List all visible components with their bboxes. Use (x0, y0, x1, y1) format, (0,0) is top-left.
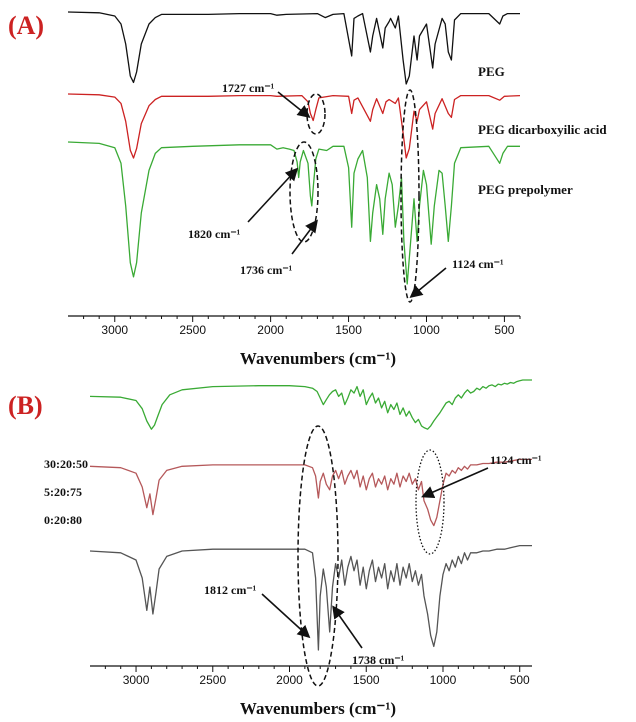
arrow-1124 (409, 267, 447, 299)
x-tick-label-a-500: 500 (494, 323, 514, 337)
x-tick-label-b-3000: 3000 (123, 673, 150, 687)
spectrum-a-2 (67, 93, 521, 159)
x-tick-label-a-2000: 2000 (257, 323, 284, 337)
legend-30-20-50: 30:20:50 (44, 457, 88, 471)
panel-a-x-axis: 3000 2500 2000 1500 1000 500 (68, 315, 521, 337)
arrow-1820 (247, 167, 299, 223)
panel-a-x-label: Wavenumbers (cm⁻¹) (240, 349, 396, 368)
spectrum-a-3 (67, 141, 520, 285)
annotation-1738: 1738 cm⁻¹ (352, 653, 405, 667)
panel-a-label: (A) (8, 11, 44, 40)
spectrum-b-2 (89, 458, 532, 527)
panel-b: (B) 3000 2500 2000 1500 1000 500 30:20:50 5:2… (8, 379, 542, 718)
ellipse-1124-b (415, 449, 445, 555)
ellipse-1124 (400, 89, 420, 303)
x-tick-label-b-2000: 2000 (276, 673, 303, 687)
x-tick-label-b-500: 500 (510, 673, 530, 687)
panel-b-series (89, 379, 532, 651)
arrow-1812 (261, 593, 311, 639)
ellipse-1727 (306, 93, 326, 135)
x-tick-label-b-1500: 1500 (353, 673, 380, 687)
arrow-1727 (277, 91, 311, 118)
panel-a-series (67, 11, 521, 285)
annotation-1124-a: 1124 cm⁻¹ (452, 257, 504, 271)
arrow-1124-b (421, 467, 489, 499)
annotation-1736: 1736 cm⁻¹ (240, 263, 293, 277)
spectrum-b-3 (89, 544, 532, 651)
x-tick-label-a-1000: 1000 (413, 323, 440, 337)
ellipse-1820-1736 (289, 141, 319, 243)
x-tick-label-a-3000: 3000 (101, 323, 128, 337)
panel-b-x-axis: 3000 2500 2000 1500 1000 500 (90, 665, 532, 687)
annotation-1124-b: 1124 cm⁻¹ (490, 453, 542, 467)
legend-0-20-80: 0:20:80 (44, 513, 82, 527)
legend-peg-dicarboxylic-acid: PEG dicarboxyilic acid (478, 122, 607, 137)
legend-5-20-75: 5:20:75 (44, 485, 82, 499)
annotation-1812: 1812 cm⁻¹ (204, 583, 257, 597)
x-tick-label-a-2500: 2500 (179, 323, 206, 337)
ellipse-1812-1738 (297, 425, 339, 687)
x-tick-label-b-1000: 1000 (430, 673, 457, 687)
arrow-1738 (332, 605, 363, 649)
annotation-1820: 1820 cm⁻¹ (188, 227, 241, 241)
spectrum-a-1 (67, 11, 520, 85)
panel-a: (A) 3000 2500 2000 1500 1000 500 PEG PEG dica… (8, 11, 607, 368)
panel-b-label: (B) (8, 391, 43, 420)
spectrum-b-1 (89, 379, 532, 430)
panel-b-x-label: Wavenumbers (cm⁻¹) (240, 699, 396, 718)
annotation-1727: 1727 cm⁻¹ (222, 81, 275, 95)
legend-peg: PEG (478, 64, 505, 79)
x-tick-label-a-1500: 1500 (335, 323, 362, 337)
legend-peg-prepolymer: PEG prepolymer (478, 182, 573, 197)
x-tick-label-b-2500: 2500 (199, 673, 226, 687)
arrow-1736 (291, 219, 318, 255)
